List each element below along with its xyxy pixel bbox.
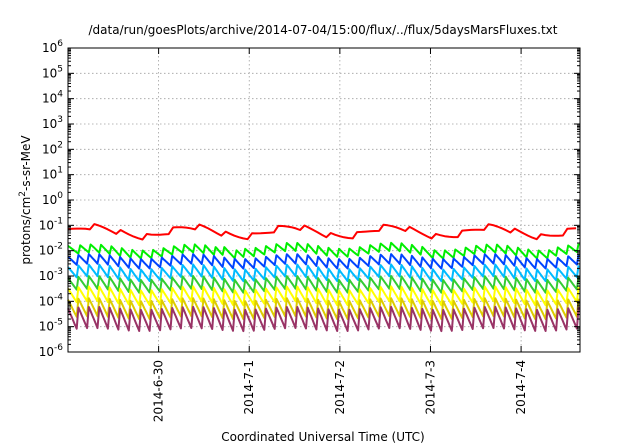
series-line-6 — [67, 285, 580, 307]
y-tick-label: 106 — [42, 39, 63, 55]
y-tick-exp: -5 — [54, 318, 63, 328]
y-tick-exp: 6 — [57, 39, 63, 49]
x-tick-label: 2014-7-2 — [333, 360, 347, 414]
y-tick-exp: 2 — [57, 140, 63, 150]
y-tick-base: 10 — [39, 244, 54, 258]
x-axis-ticks: 2014-6-30 2014-7-1 2014-7-2 2014-7-3 2014-7-… — [152, 48, 528, 422]
x-tick-label: 2014-6-30 — [152, 360, 166, 422]
y-tick-base: 10 — [39, 269, 54, 283]
y-axis-label-rest: -s-sr-MeV — [19, 135, 33, 191]
y-tick-label: 102 — [42, 140, 63, 156]
y-tick-base: 10 — [42, 168, 57, 182]
y-tick-label: 103 — [42, 115, 63, 131]
y-tick-exp: 3 — [57, 115, 63, 125]
y-tick-exp: -2 — [54, 242, 63, 252]
series-line-8 — [67, 305, 580, 333]
y-tick-exp: 5 — [57, 64, 63, 74]
y-tick-exp: -3 — [54, 267, 63, 277]
y-tick-base: 10 — [39, 345, 54, 359]
x-tick-label: 2014-7-4 — [514, 360, 528, 414]
y-tick-exp: -1 — [54, 216, 63, 226]
y-tick-base: 10 — [42, 193, 57, 207]
series-line-2 — [67, 241, 580, 260]
x-axis-label: Coordinated Universal Time (UTC) — [221, 430, 424, 444]
y-tick-label: 10-2 — [39, 242, 63, 258]
series-line-5 — [67, 275, 580, 294]
y-tick-label: 104 — [42, 90, 63, 106]
y-tick-base: 10 — [42, 92, 57, 106]
series-line-4 — [67, 263, 580, 283]
y-tick-base: 10 — [39, 320, 54, 334]
y-axis-label-base: protons/cm — [19, 197, 33, 265]
grid-lines — [68, 48, 580, 352]
y-tick-base: 10 — [42, 41, 57, 55]
chart-title: /data/run/goesPlots/archive/2014-07-04/1… — [89, 23, 558, 37]
y-tick-exp: -6 — [54, 343, 63, 353]
series-line-1 — [67, 223, 577, 241]
y-tick-exp: 4 — [57, 90, 63, 100]
series-line-7 — [67, 297, 580, 321]
y-tick-base: 10 — [42, 117, 57, 131]
y-tick-base: 10 — [42, 142, 57, 156]
x-tick-label: 2014-7-3 — [423, 360, 437, 414]
y-tick-label: 101 — [42, 166, 63, 182]
y-axis-ticks: 10-610-510-410-310-210-11001011021031041… — [39, 39, 580, 359]
series-line-3 — [67, 253, 580, 270]
y-tick-base: 10 — [42, 66, 57, 80]
y-tick-base: 10 — [39, 294, 54, 308]
y-tick-exp: -4 — [54, 292, 63, 302]
y-tick-label: 105 — [42, 64, 63, 80]
y-tick-label: 10-4 — [39, 292, 64, 308]
y-tick-label: 10-5 — [39, 318, 63, 334]
series-lines — [67, 223, 580, 333]
y-tick-label: 100 — [42, 191, 63, 207]
x-tick-label: 2014-7-1 — [242, 360, 256, 414]
y-tick-label: 10-1 — [39, 216, 63, 232]
y-tick-label: 10-3 — [39, 267, 63, 283]
y-axis-label: protons/cm2-s-sr-MeV — [18, 135, 33, 265]
y-tick-base: 10 — [39, 218, 54, 232]
y-axis-label-sup: 2 — [18, 191, 28, 197]
y-tick-exp: 0 — [57, 191, 63, 201]
y-tick-exp: 1 — [57, 166, 63, 176]
y-tick-label: 10-6 — [39, 343, 64, 359]
